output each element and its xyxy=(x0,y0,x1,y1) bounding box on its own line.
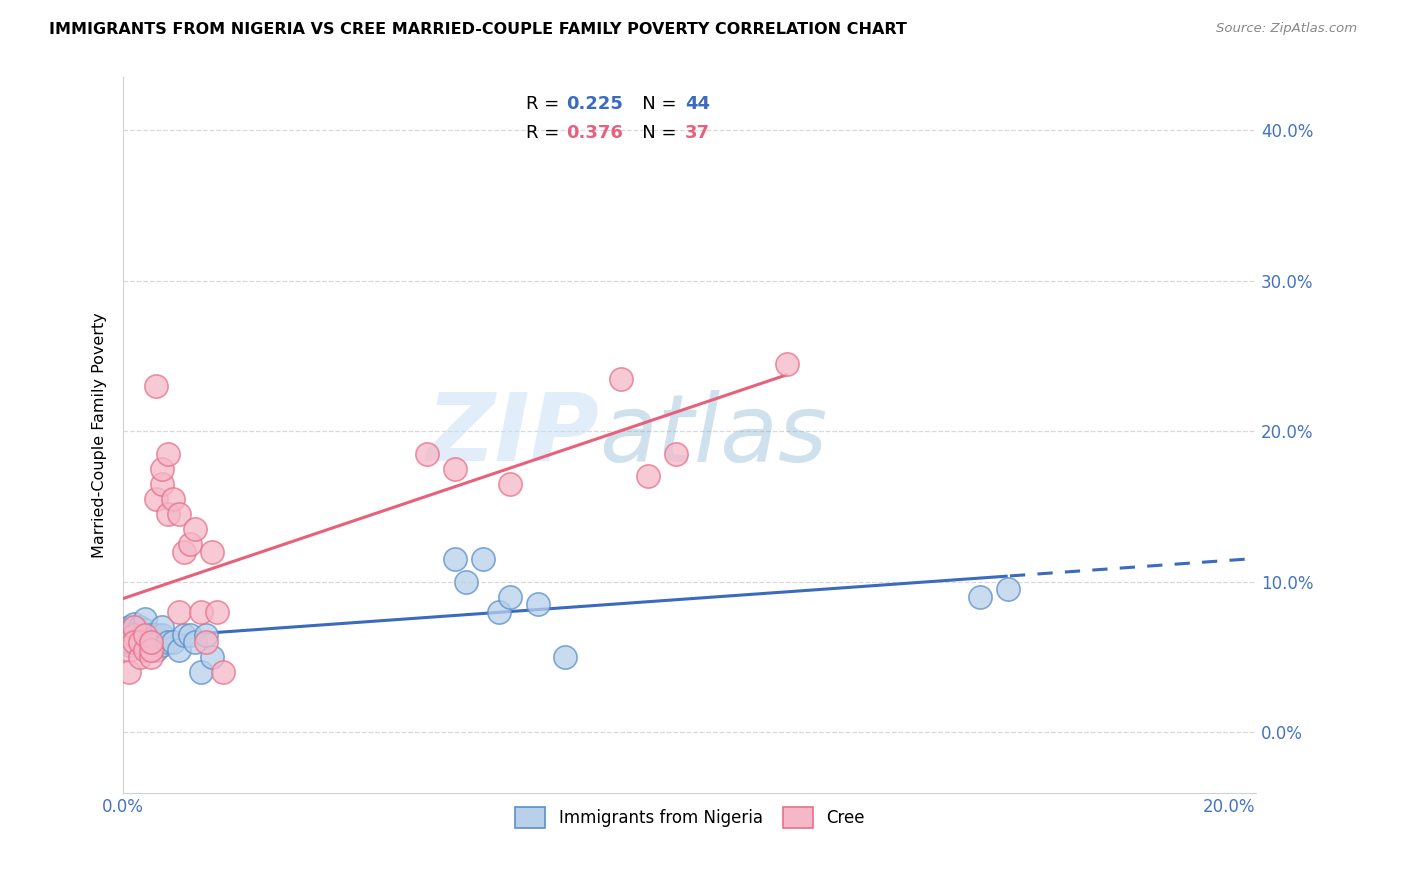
Point xyxy=(118,642,141,657)
Point xyxy=(207,605,229,619)
Point xyxy=(134,613,156,627)
Point xyxy=(134,623,156,637)
Point xyxy=(124,635,146,649)
Point xyxy=(118,632,141,646)
Point xyxy=(184,522,207,536)
Point xyxy=(145,642,167,657)
Point xyxy=(162,491,184,506)
Point xyxy=(156,635,179,649)
Text: R =: R = xyxy=(526,95,565,113)
Point xyxy=(145,627,167,641)
Point xyxy=(150,620,173,634)
Text: 37: 37 xyxy=(685,124,710,142)
Point xyxy=(118,627,141,641)
Point xyxy=(124,627,146,641)
Point xyxy=(201,545,224,559)
Text: N =: N = xyxy=(626,124,682,142)
Point xyxy=(184,635,207,649)
Point xyxy=(118,635,141,649)
Point xyxy=(471,552,494,566)
Point xyxy=(167,507,190,521)
Point xyxy=(167,642,190,657)
Point xyxy=(554,650,576,665)
Point xyxy=(150,477,173,491)
Point xyxy=(139,642,162,657)
Point xyxy=(499,590,522,604)
Text: 44: 44 xyxy=(685,95,710,113)
Point xyxy=(118,620,141,634)
Point xyxy=(173,545,195,559)
Point xyxy=(179,627,201,641)
Point xyxy=(637,469,659,483)
Point xyxy=(145,491,167,506)
Point xyxy=(128,627,150,641)
Point xyxy=(150,462,173,476)
Point xyxy=(150,627,173,641)
Point xyxy=(179,537,201,551)
Point xyxy=(150,638,173,652)
Text: ZIP: ZIP xyxy=(426,389,599,481)
Point xyxy=(134,635,156,649)
Y-axis label: Married-Couple Family Poverty: Married-Couple Family Poverty xyxy=(93,312,107,558)
Point xyxy=(195,627,218,641)
Point xyxy=(609,371,631,385)
Point xyxy=(190,605,212,619)
Point xyxy=(444,462,467,476)
Point xyxy=(124,620,146,634)
Point xyxy=(124,617,146,632)
Point xyxy=(156,447,179,461)
Point xyxy=(488,605,510,619)
Point xyxy=(124,623,146,637)
Legend: Immigrants from Nigeria, Cree: Immigrants from Nigeria, Cree xyxy=(509,801,872,834)
Point xyxy=(416,447,439,461)
Point xyxy=(167,605,190,619)
Point xyxy=(201,650,224,665)
Point xyxy=(139,638,162,652)
Point xyxy=(173,627,195,641)
Point xyxy=(139,650,162,665)
Point xyxy=(128,620,150,634)
Point xyxy=(118,635,141,649)
Point xyxy=(128,638,150,652)
Point xyxy=(124,635,146,649)
Point xyxy=(124,627,146,641)
Point xyxy=(211,665,233,680)
Point xyxy=(444,552,467,566)
Point xyxy=(190,665,212,680)
Text: 0.225: 0.225 xyxy=(567,95,623,113)
Point xyxy=(134,627,156,641)
Text: atlas: atlas xyxy=(599,390,827,481)
Text: IMMIGRANTS FROM NIGERIA VS CREE MARRIED-COUPLE FAMILY POVERTY CORRELATION CHART: IMMIGRANTS FROM NIGERIA VS CREE MARRIED-… xyxy=(49,22,907,37)
Point xyxy=(139,635,162,649)
Point xyxy=(139,627,162,641)
Point xyxy=(128,635,150,649)
Point xyxy=(195,635,218,649)
Point xyxy=(775,357,797,371)
Point xyxy=(969,590,991,604)
Point xyxy=(118,665,141,680)
Point xyxy=(156,507,179,521)
Point xyxy=(128,632,150,646)
Point xyxy=(665,447,688,461)
Point xyxy=(162,635,184,649)
Text: R =: R = xyxy=(526,124,565,142)
Point xyxy=(128,650,150,665)
Point xyxy=(134,642,156,657)
Text: N =: N = xyxy=(626,95,682,113)
Point xyxy=(454,574,477,589)
Point xyxy=(145,379,167,393)
Point xyxy=(499,477,522,491)
Text: 0.376: 0.376 xyxy=(567,124,623,142)
Point xyxy=(118,638,141,652)
Text: Source: ZipAtlas.com: Source: ZipAtlas.com xyxy=(1216,22,1357,36)
Point xyxy=(139,635,162,649)
Point xyxy=(527,598,550,612)
Point xyxy=(145,635,167,649)
Point xyxy=(139,642,162,657)
Point xyxy=(997,582,1019,597)
